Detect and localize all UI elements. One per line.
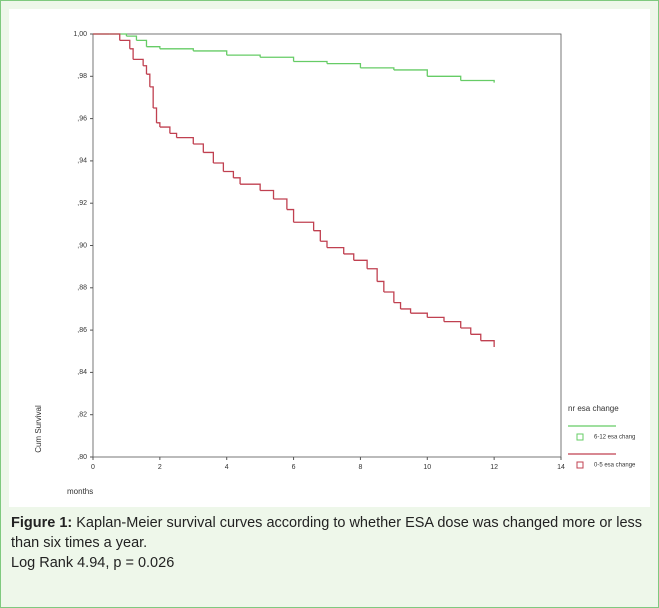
survival-step <box>260 56 295 62</box>
x-tick-label: 2 <box>158 464 162 471</box>
y-tick-label: ,80 <box>77 454 87 461</box>
survival-step <box>367 268 378 282</box>
y-tick-label: ,98 <box>77 73 87 80</box>
y-tick-label: ,92 <box>77 200 87 207</box>
survival-step <box>146 73 151 87</box>
survival-step <box>470 333 482 341</box>
survival-step <box>193 50 228 56</box>
survival-step <box>393 69 428 77</box>
survival-step <box>444 320 462 328</box>
survival-step <box>327 62 362 68</box>
legend-label: 0-5 esa change <box>594 463 636 469</box>
y-tick-label: ,90 <box>77 242 87 249</box>
caption: Figure 1: Kaplan-Meier survival curves a… <box>11 513 651 573</box>
y-tick-label: ,88 <box>77 285 87 292</box>
survival-step <box>193 143 204 153</box>
x-tick-label: 6 <box>292 464 296 471</box>
survival-step <box>427 316 445 322</box>
survival-step <box>260 189 275 199</box>
survival-step <box>273 198 288 210</box>
survival-step <box>149 86 154 109</box>
survival-step <box>109 33 121 41</box>
x-tick-label: 14 <box>557 464 565 471</box>
survival-step <box>233 177 241 185</box>
legend-label: 6-12 esa chang <box>594 435 635 441</box>
survival-step <box>176 136 194 144</box>
survival-step <box>313 230 321 242</box>
survival-step <box>393 301 402 309</box>
survival-step <box>226 54 261 58</box>
caption-stats: Log Rank 4.94, p = 0.026 <box>11 555 175 571</box>
x-tick-label: 12 <box>490 464 498 471</box>
survival-step <box>293 60 328 64</box>
survival-step <box>293 221 315 231</box>
survival-step <box>410 312 428 318</box>
survival-step <box>353 259 368 269</box>
caption-label: Figure 1: <box>11 515 73 531</box>
x-tick-label: 4 <box>225 464 229 471</box>
survival-step <box>460 79 495 83</box>
survival-step <box>320 240 328 248</box>
survival-step <box>119 39 131 49</box>
survival-step <box>146 46 161 49</box>
x-tick-label: 10 <box>423 464 431 471</box>
y-tick-label: ,84 <box>77 369 87 376</box>
survival-step <box>480 340 495 348</box>
y-tick-label: 1,00 <box>73 31 87 38</box>
x-axis-label: months <box>67 487 93 496</box>
survival-step <box>126 35 138 41</box>
survival-step <box>203 151 214 164</box>
survival-step <box>169 132 178 138</box>
survival-step <box>460 327 472 335</box>
survival-step <box>343 253 355 261</box>
x-tick-label: 0 <box>91 464 95 471</box>
legend-swatch <box>576 461 584 469</box>
survival-step <box>213 162 225 172</box>
survival-step <box>240 183 261 191</box>
y-tick-label: ,94 <box>77 158 87 165</box>
survival-step <box>400 308 412 314</box>
caption-text: Kaplan-Meier survival curves according t… <box>11 515 643 551</box>
survival-step <box>159 48 194 51</box>
legend-title: nr esa change <box>568 404 619 413</box>
y-tick-label: ,96 <box>77 115 87 122</box>
survival-step <box>159 126 171 134</box>
legend-swatch <box>576 433 584 441</box>
survival-step <box>223 170 235 178</box>
survival-step <box>327 246 345 254</box>
y-axis-label: Cum Survival <box>34 405 43 453</box>
survival-step <box>133 58 144 66</box>
chart: ,80 ,82 ,84 ,86 ,88 ,90 ,92 ,94 ,96 ,98 1,00 0 2 4 6 8 1… <box>34 31 636 496</box>
x-tick-label: 8 <box>358 464 362 471</box>
survival-step <box>383 291 395 303</box>
survival-step <box>153 107 158 123</box>
survival-step <box>360 67 395 70</box>
survival-step <box>129 48 134 60</box>
y-tick-label: ,82 <box>77 412 87 419</box>
survival-step <box>143 65 148 75</box>
chart-box: ,80 ,82 ,84 ,86 ,88 ,90 ,92 ,94 ,96 ,98 1,00 0 2 4 6 8 1… <box>9 9 650 507</box>
survival-step <box>286 208 295 223</box>
y-tick-label: ,86 <box>77 327 87 334</box>
survival-step <box>136 39 148 47</box>
survival-step <box>427 75 462 81</box>
survival-step <box>377 280 385 293</box>
survival-step <box>156 122 161 128</box>
